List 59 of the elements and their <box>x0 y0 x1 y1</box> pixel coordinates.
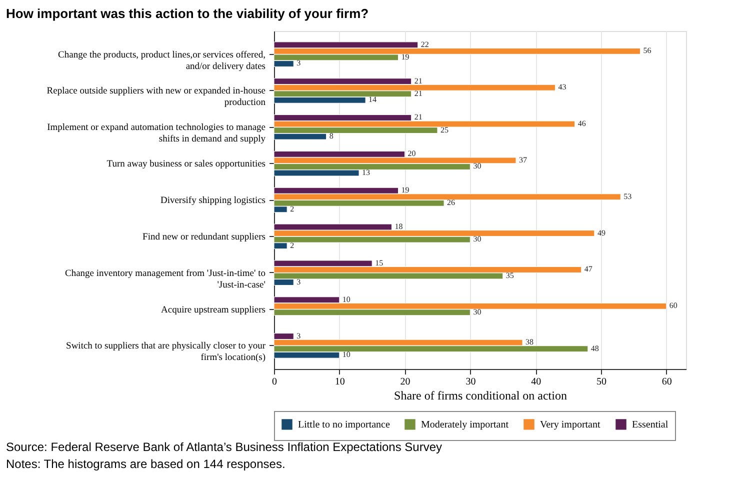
legend-label: Essential <box>632 419 668 430</box>
data-label: 8 <box>329 132 334 141</box>
y-tick-label: Switch to suppliers that are physically closer to your firm's location(s) <box>66 342 266 364</box>
x-tick-label: 30 <box>466 376 476 388</box>
x-tick-label: 20 <box>400 376 410 388</box>
data-label: 10 <box>342 294 350 304</box>
x-tick-label: 40 <box>531 376 542 388</box>
data-label: 25 <box>440 125 448 134</box>
x-tick-label: 0 <box>272 376 277 388</box>
data-label: 21 <box>414 88 422 98</box>
y-tick-label: Change inventory management from 'Just-in-time' to 'Just-in-case' <box>64 268 266 290</box>
data-label: 20 <box>408 149 416 158</box>
data-label: 37 <box>518 155 527 164</box>
x-tick-label: 50 <box>596 376 606 388</box>
data-label: 46 <box>578 119 586 128</box>
data-label: 14 <box>368 95 377 104</box>
data-label: 48 <box>590 344 599 353</box>
data-label: 30 <box>473 234 482 244</box>
legend-label: Moderately important <box>421 419 509 430</box>
chart-title: How important was this action to the viability of your firm? <box>6 6 369 21</box>
data-label: 15 <box>375 258 384 268</box>
y-tick-label: Replace outside suppliers with new or expanded in-house production <box>46 86 266 108</box>
data-label: 3 <box>296 58 301 68</box>
y-tick-label: Change the products, product lines,or services offered, and/or delivery dates <box>58 50 266 72</box>
data-label: 43 <box>558 82 566 92</box>
y-tick-label: Implement or expand automation technologies to manage shifts in demand and supply <box>47 123 266 145</box>
data-label: 21 <box>414 112 422 122</box>
data-label: 26 <box>447 198 456 208</box>
data-label: 60 <box>669 301 678 310</box>
y-tick-label: Diversify shipping logistics <box>160 196 266 206</box>
data-label: 18 <box>394 222 403 232</box>
data-label: 13 <box>362 168 370 177</box>
legend-label: Little to no importance <box>298 419 390 430</box>
data-label: 19 <box>401 52 410 62</box>
source-note: Source: Federal Reserve Bank of Atlanta’s Business Inflation Expectations Survey <box>6 440 442 454</box>
data-label: 22 <box>420 40 429 49</box>
x-axis-title: Share of firms conditional on action <box>394 388 567 402</box>
y-tick-label: Find new or redundant suppliers <box>142 232 266 242</box>
x-tick-label: 10 <box>334 376 345 388</box>
y-tick-label: Acquire upstream suppliers <box>161 305 266 316</box>
data-label: 19 <box>401 186 410 195</box>
data-label: 21 <box>414 76 422 86</box>
text: Notes: The histograms are based on 144 responses. <box>6 457 286 471</box>
data-label: 53 <box>624 192 632 201</box>
data-label: 56 <box>643 46 652 56</box>
data-label: 49 <box>597 228 606 238</box>
data-label: 30 <box>473 307 482 316</box>
data-label: 35 <box>506 270 514 280</box>
data-label: 3 <box>296 277 301 286</box>
legend-label: Very important <box>540 419 600 430</box>
data-label: 3 <box>296 331 301 340</box>
x-tick-label: 60 <box>662 376 672 388</box>
y-tick-label: Turn away business or sales opportunities <box>106 160 266 170</box>
data-label: 2 <box>290 204 294 214</box>
data-label: 47 <box>584 264 592 274</box>
data-label: 30 <box>473 162 482 171</box>
data-label: 38 <box>526 338 534 347</box>
data-label: 2 <box>290 240 294 250</box>
data-label: 10 <box>342 350 350 360</box>
